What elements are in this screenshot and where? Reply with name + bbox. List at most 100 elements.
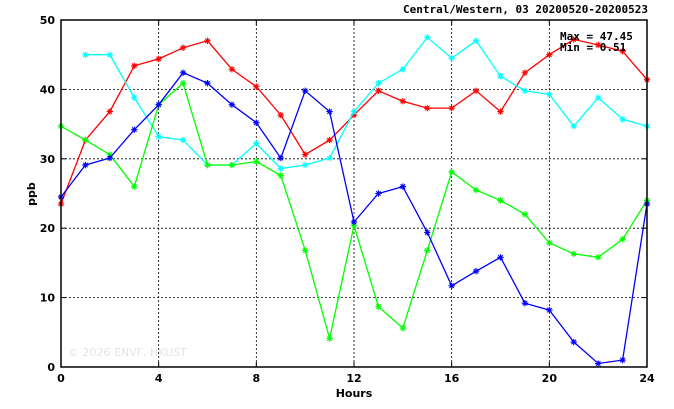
- data-point: [375, 87, 382, 94]
- data-point: [472, 186, 480, 194]
- data-point: [82, 161, 89, 169]
- data-point: [301, 151, 309, 158]
- x-tick-label: 4: [155, 372, 163, 385]
- data-point: [375, 303, 382, 310]
- data-point: [179, 136, 187, 144]
- series-2: [82, 34, 651, 172]
- data-point: [228, 101, 236, 108]
- data-point: [594, 41, 602, 49]
- data-point: [546, 51, 553, 58]
- data-point: [399, 97, 407, 105]
- y-tick-label: 10: [40, 292, 56, 305]
- data-point: [106, 154, 114, 162]
- min-label: Min = 0.51: [560, 41, 627, 54]
- data-point: [448, 104, 455, 112]
- data-point: [594, 254, 602, 261]
- data-point: [131, 62, 138, 70]
- data-point: [326, 154, 333, 162]
- data-point: [619, 48, 626, 55]
- grid: [61, 20, 647, 367]
- data-point: [82, 136, 89, 144]
- data-point: [424, 229, 431, 236]
- data-point: [326, 136, 333, 144]
- data-point: [448, 54, 455, 62]
- data-point: [131, 183, 138, 190]
- data-point: [350, 222, 358, 229]
- data-point: [619, 236, 626, 243]
- data-point: [497, 108, 504, 115]
- data-point: [131, 126, 138, 133]
- data-point: [570, 36, 577, 43]
- watermark: © 2026 ENVF, HKUST: [68, 346, 187, 359]
- data-point: [546, 91, 553, 98]
- data-point: [497, 254, 504, 261]
- data-point: [546, 306, 553, 314]
- x-axis-label: Hours: [336, 387, 373, 400]
- chart-title: Central/Western, 03 20200520-20200523: [403, 3, 648, 16]
- data-point: [228, 161, 236, 169]
- x-tick-label: 16: [444, 372, 460, 385]
- y-tick-label: 0: [47, 361, 55, 374]
- data-point: [375, 79, 382, 87]
- data-point: [204, 79, 211, 87]
- data-point: [106, 51, 114, 58]
- max-label: Max = 47.45: [560, 30, 633, 43]
- data-point: [277, 111, 284, 119]
- data-point: [277, 172, 284, 179]
- data-point: [253, 140, 260, 147]
- data-point: [350, 218, 358, 226]
- data-point: [448, 168, 455, 176]
- data-point: [301, 87, 309, 94]
- data-point: [594, 94, 602, 101]
- data-point: [204, 37, 211, 45]
- data-point: [472, 268, 480, 275]
- data-point: [204, 161, 211, 169]
- data-point: [375, 190, 382, 197]
- data-point: [253, 83, 260, 90]
- x-tick-label: 24: [639, 372, 655, 385]
- data-point: [155, 55, 162, 63]
- data-point: [570, 250, 577, 258]
- data-point: [594, 360, 602, 367]
- data-point: [521, 299, 529, 307]
- data-point: [253, 158, 260, 165]
- data-point: [497, 197, 504, 204]
- data-point: [155, 101, 162, 108]
- data-point: [350, 108, 358, 115]
- data-point: [570, 122, 577, 130]
- data-point: [521, 69, 529, 76]
- data-point: [301, 247, 309, 254]
- data-point: [472, 37, 480, 45]
- data-point: [497, 73, 504, 80]
- data-point: [350, 111, 358, 119]
- data-point: [277, 165, 284, 172]
- x-tick-label: 20: [542, 372, 558, 385]
- data-point: [228, 66, 236, 73]
- y-tick-label: 30: [40, 153, 56, 166]
- data-point: [155, 133, 162, 140]
- data-point: [521, 211, 529, 218]
- series-group: [57, 34, 651, 367]
- data-point: [521, 87, 529, 94]
- data-point: [424, 34, 431, 41]
- y-tick-label: 40: [40, 83, 56, 96]
- y-tick-label: 20: [40, 222, 56, 235]
- data-point: [570, 338, 577, 346]
- data-point: [424, 104, 431, 112]
- data-point: [424, 247, 431, 254]
- data-point: [619, 356, 626, 364]
- y-tick-label: 50: [40, 14, 56, 27]
- data-point: [448, 282, 455, 290]
- data-point: [179, 69, 187, 76]
- data-point: [131, 94, 138, 101]
- data-point: [277, 154, 284, 162]
- x-tick-label: 12: [346, 372, 361, 385]
- series-2-line: [85, 36, 648, 170]
- data-point: [301, 161, 309, 169]
- x-tick-label: 0: [57, 372, 65, 385]
- data-point: [326, 108, 333, 115]
- data-point: [253, 119, 260, 126]
- data-point: [472, 87, 480, 94]
- data-point: [106, 108, 114, 115]
